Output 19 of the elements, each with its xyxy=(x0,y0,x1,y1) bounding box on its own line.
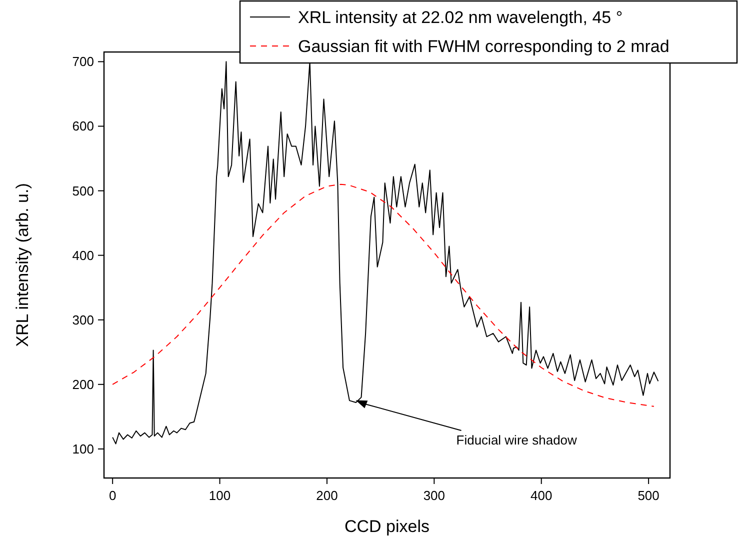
x-axis-title: CCD pixels xyxy=(344,517,430,536)
x-tick-label: 400 xyxy=(530,488,552,503)
legend-label: XRL intensity at 22.02 nm wavelength, 45 ° xyxy=(298,8,623,27)
x-tick-label: 0 xyxy=(108,488,116,503)
x-tick-label: 200 xyxy=(316,488,338,503)
line-series xyxy=(112,184,654,407)
y-tick-label: 300 xyxy=(72,312,94,328)
y-tick-label: 500 xyxy=(72,183,94,198)
x-tick-label: 100 xyxy=(208,488,231,503)
x-tick-label: 500 xyxy=(638,488,660,503)
y-tick-label: 400 xyxy=(72,248,94,263)
y-tick-label: 100 xyxy=(72,441,94,456)
y-tick-label: 700 xyxy=(72,54,94,70)
y-axis-title: XRL intensity (arb. u.) xyxy=(13,183,32,347)
y-tick-label: 200 xyxy=(72,376,94,392)
x-tick-label: 300 xyxy=(423,488,446,503)
annotation: Fiducial wire shadow xyxy=(456,432,578,448)
legend-label: Gaussian fit with FWHM corresponding to 2 mrad xyxy=(298,37,670,56)
y-tick-label: 600 xyxy=(72,118,94,134)
